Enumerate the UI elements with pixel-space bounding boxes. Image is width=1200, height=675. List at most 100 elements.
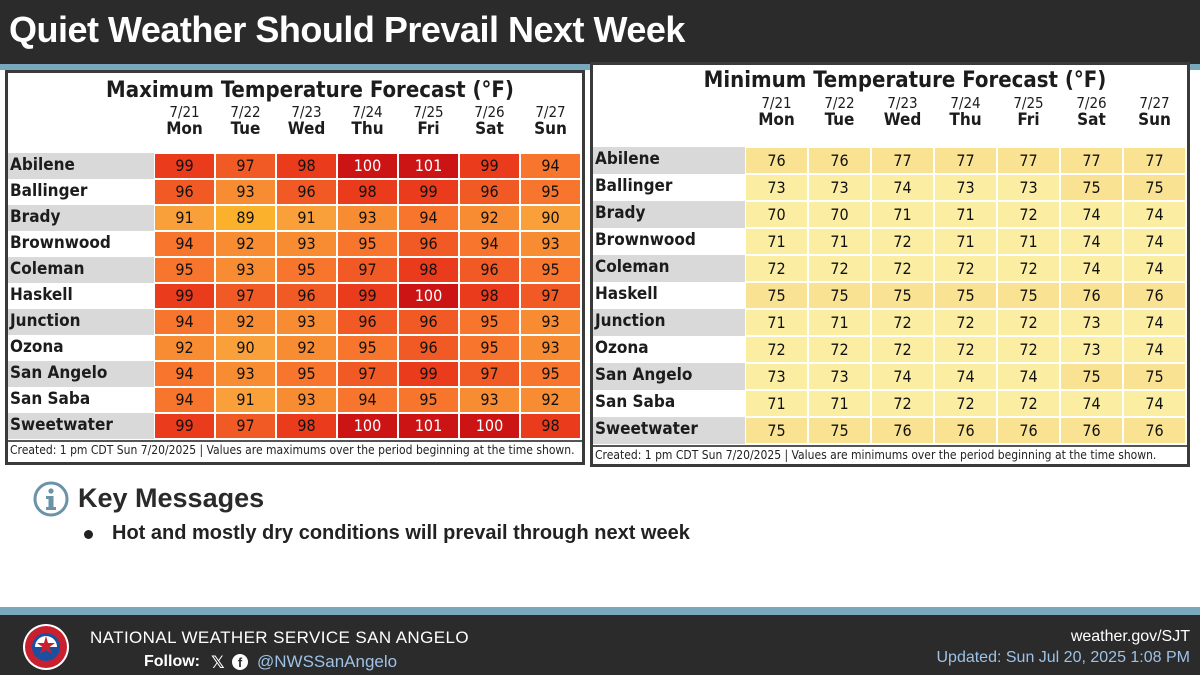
max-temp-cell: 99 — [398, 361, 459, 387]
min-col-header: 7/25 Fri — [997, 95, 1060, 130]
max-temp-cell: 95 — [154, 257, 215, 283]
max-temp-cell: 99 — [337, 283, 398, 309]
min-temp-cell: 76 — [1123, 282, 1186, 309]
row-band — [593, 201, 745, 228]
bullet-icon — [84, 530, 93, 539]
min-temp-cell: 72 — [871, 336, 934, 363]
max-temp-cell: 96 — [337, 309, 398, 335]
max-temp-cell: 99 — [398, 179, 459, 205]
max-temp-cell: 96 — [154, 179, 215, 205]
min-temp-cell: 73 — [1060, 336, 1123, 363]
city-label: Coleman — [10, 259, 85, 279]
max-temp-cell: 92 — [276, 335, 337, 361]
max-temp-cell: 95 — [276, 257, 337, 283]
max-temp-cell: 97 — [215, 153, 276, 179]
min-temp-cell: 72 — [871, 228, 934, 255]
min-temp-cell: 73 — [997, 174, 1060, 201]
col-day: Wed — [287, 118, 326, 139]
max-temp-cell: 89 — [215, 205, 276, 231]
col-day: Mon — [166, 118, 203, 139]
min-temp-cell: 74 — [1060, 201, 1123, 228]
max-temp-cell: 97 — [520, 283, 581, 309]
min-temp-cell: 77 — [934, 147, 997, 174]
min-temp-cell: 74 — [871, 363, 934, 390]
min-temp-cell: 76 — [1060, 282, 1123, 309]
max-temp-cell: 94 — [398, 205, 459, 231]
max-temp-cell: 93 — [215, 179, 276, 205]
min-temp-cell: 75 — [871, 282, 934, 309]
city-label: Haskell — [595, 284, 658, 304]
min-temp-cell: 76 — [745, 147, 808, 174]
min-temp-cell: 77 — [871, 147, 934, 174]
max-temp-cell: 91 — [276, 205, 337, 231]
min-temp-cell: 72 — [808, 255, 871, 282]
max-temp-cell: 95 — [459, 335, 520, 361]
updated-timestamp: Updated: Sun Jul 20, 2025 1:08 PM — [936, 649, 1190, 666]
col-date: 7/21 — [761, 94, 792, 112]
min-temp-cell: 70 — [808, 201, 871, 228]
min-temp-cell: 75 — [997, 282, 1060, 309]
min-temp-cell: 72 — [934, 336, 997, 363]
max-temp-cell: 92 — [520, 387, 581, 413]
min-col-header: 7/21 Mon — [745, 94, 808, 130]
min-temp-cell: 74 — [1123, 201, 1186, 228]
min-temp-cell: 71 — [745, 228, 808, 255]
min-temp-cell: 73 — [808, 174, 871, 201]
min-temp-cell: 74 — [934, 363, 997, 390]
col-date: 7/23 — [291, 103, 322, 121]
min-temp-cell: 77 — [997, 147, 1060, 174]
x-social-icon[interactable]: 𝕏 — [211, 653, 225, 672]
min-temp-cell: 74 — [1060, 228, 1123, 255]
min-temp-cell: 71 — [745, 390, 808, 417]
nws-logo — [23, 624, 69, 670]
facebook-icon[interactable]: f — [232, 654, 248, 670]
city-label: Abilene — [10, 155, 75, 175]
max-col-header: 7/23 Wed — [276, 103, 337, 139]
city-label: Ozona — [10, 337, 64, 357]
max-temp-cell: 94 — [459, 231, 520, 257]
social-handle[interactable]: @NWSSanAngelo — [257, 652, 398, 671]
min-temp-cell: 76 — [1060, 417, 1123, 444]
min-temp-cell: 74 — [1123, 390, 1186, 417]
col-date: 7/22 — [824, 94, 855, 112]
title-bar: Quiet Weather Should Prevail Next Week — [0, 0, 1200, 64]
min-temp-cell: 75 — [1060, 174, 1123, 201]
max-temp-cell: 94 — [520, 153, 581, 179]
min-temp-cell: 73 — [745, 174, 808, 201]
max-temp-cell: 96 — [276, 283, 337, 309]
max-temp-cell: 92 — [215, 231, 276, 257]
min-temp-cell: 76 — [1123, 417, 1186, 444]
min-temp-cell: 74 — [1060, 255, 1123, 282]
min-temp-cell: 71 — [808, 228, 871, 255]
min-temp-cell: 74 — [1123, 309, 1186, 336]
min-temp-cell: 74 — [1123, 255, 1186, 282]
col-day: Thu — [351, 118, 384, 139]
city-label: Sweetwater — [595, 419, 698, 439]
max-temp-table: Maximum Temperature Forecast (°F) 7/21 Mo… — [5, 70, 585, 465]
page-title: Quiet Weather Should Prevail Next Week — [9, 9, 685, 50]
row-band — [8, 257, 154, 283]
max-temp-cell: 96 — [398, 335, 459, 361]
row-band — [593, 363, 745, 390]
min-temp-cell: 75 — [1123, 363, 1186, 390]
website-link[interactable]: weather.gov/SJT — [1070, 628, 1190, 645]
max-temp-cell: 90 — [520, 205, 581, 231]
min-table-rule — [593, 445, 1187, 447]
col-date: 7/24 — [352, 103, 383, 121]
city-label: Ballinger — [10, 181, 88, 201]
col-day: Thu — [949, 109, 982, 130]
min-temp-cell: 72 — [997, 309, 1060, 336]
max-temp-cell: 93 — [215, 257, 276, 283]
min-temp-cell: 71 — [997, 228, 1060, 255]
max-temp-cell: 99 — [154, 283, 215, 309]
max-temp-cell: 93 — [520, 335, 581, 361]
min-temp-cell: 72 — [871, 309, 934, 336]
max-temp-cell: 95 — [459, 309, 520, 335]
max-temp-cell: 92 — [154, 335, 215, 361]
max-temp-cell: 90 — [215, 335, 276, 361]
max-temp-cell: 97 — [337, 361, 398, 387]
col-date: 7/23 — [887, 94, 918, 112]
min-temp-cell: 72 — [997, 255, 1060, 282]
city-label: Sweetwater — [10, 415, 113, 435]
min-temp-cell: 76 — [997, 417, 1060, 444]
